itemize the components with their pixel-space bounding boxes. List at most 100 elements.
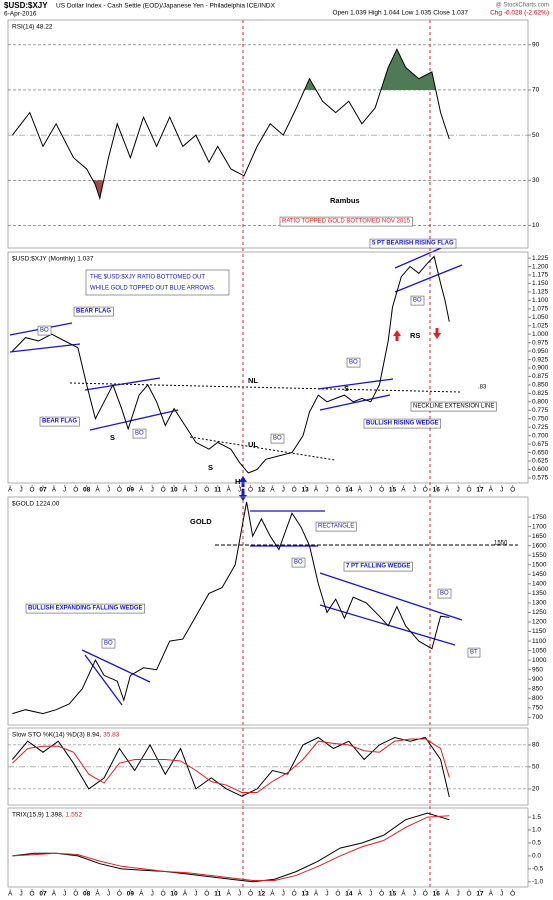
y-tick-label: 1550	[532, 552, 547, 559]
y-tick-label: 50	[532, 764, 540, 771]
x-tick-label: O	[379, 891, 384, 898]
x-tick-label: O	[204, 487, 209, 494]
y-tick-label: 1.075	[532, 306, 549, 313]
x-tick-label: J	[413, 487, 416, 494]
neckline	[189, 436, 336, 461]
x-tick-label: O	[73, 891, 78, 898]
y-tick-label: -0.5	[532, 866, 544, 873]
x-tick-label: 09	[127, 891, 135, 898]
x-tick-label: A	[489, 891, 494, 898]
y-tick-label: 0.575	[532, 475, 549, 482]
y-tick-label: 700	[532, 714, 543, 721]
annotation: BO	[40, 328, 49, 334]
y-tick-label: 0.875	[532, 373, 549, 380]
x-tick-label: 16	[433, 891, 441, 898]
x-tick-label: O	[117, 891, 122, 898]
x-tick-label: O	[423, 891, 428, 898]
x-tick-label: J	[107, 891, 110, 898]
x-tick-label: J	[369, 487, 372, 494]
y-tick-label: 10	[532, 222, 540, 229]
annotation: BO	[135, 431, 144, 437]
x-tick-label: J	[282, 891, 285, 898]
annotation: BULLISH RISING WEDGE	[366, 421, 439, 427]
y-tick-label: 1.225	[532, 255, 549, 262]
panel-label: $GOLD 1224.00	[12, 501, 60, 508]
x-tick-label: A	[227, 487, 232, 494]
x-tick-label: O	[248, 487, 253, 494]
y-tick-label: 1700	[532, 523, 547, 530]
x-tick-label: 11	[214, 487, 221, 494]
panel-label: 35.83	[103, 732, 120, 739]
y-tick-label: 800	[532, 695, 543, 702]
y-tick-label: 1000	[532, 657, 547, 664]
annotation: BO	[294, 560, 303, 566]
x-tick-label: 14	[345, 487, 353, 494]
annotation: BO	[349, 360, 358, 366]
x-tick-label: O	[466, 891, 471, 898]
x-tick-label: A	[227, 891, 232, 898]
y-tick-label: 0.650	[532, 449, 549, 456]
callout-box	[343, 561, 413, 572]
callout-box	[467, 647, 481, 658]
series-line	[12, 501, 450, 715]
y-tick-label: 1350	[532, 590, 547, 597]
x-tick-label: A	[52, 891, 57, 898]
annotation: BO	[273, 436, 282, 442]
y-tick-label: 0.625	[532, 458, 549, 465]
callout-box	[363, 418, 441, 429]
y-tick-label: 1100	[532, 638, 546, 645]
annotation: Rambus	[330, 196, 360, 205]
callout-box	[37, 325, 52, 336]
y-tick-label: 1.5	[532, 814, 541, 821]
trendline	[9, 343, 81, 353]
x-tick-label: O	[161, 487, 166, 494]
x-tick-label: A	[445, 487, 450, 494]
x-tick-label: A	[314, 891, 319, 898]
annotation: UL	[248, 440, 258, 449]
x-tick-label: O	[466, 487, 471, 494]
panel-label: Slow STO %K(14) %D(3) 8.94,	[12, 732, 101, 739]
panel-label: $USD:$XJY (Monthly) 1.037	[12, 256, 94, 263]
y-tick-label: 1.000	[532, 331, 549, 338]
x-tick-label: A	[95, 891, 100, 898]
x-tick-label: 08	[83, 891, 91, 898]
annotation: S	[344, 384, 349, 393]
y-tick-label: 0.800	[532, 399, 549, 406]
y-tick-label: 90	[532, 42, 540, 49]
x-tick-label: J	[325, 487, 328, 494]
x-tick-label: O	[335, 487, 340, 494]
y-tick-label: 1.200	[532, 263, 549, 270]
annotation: BO	[440, 591, 449, 597]
y-tick-label: 0.675	[532, 441, 549, 448]
y-tick-label: 1.150	[532, 280, 549, 287]
x-tick-label: 10	[170, 891, 178, 898]
x-tick-label: J	[19, 487, 22, 494]
annotation: BEAR FLAG	[76, 309, 111, 315]
x-tick-label: O	[248, 891, 253, 898]
quote: Open 1.039 High 1.044 Low 1.035 Close 1.…	[332, 10, 468, 17]
series-line	[12, 738, 450, 793]
x-tick-label: A	[183, 487, 188, 494]
x-tick-label: A	[445, 891, 450, 898]
y-tick-label: 0.950	[532, 348, 549, 355]
x-tick-label: 09	[127, 487, 135, 494]
x-tick-label: J	[63, 891, 66, 898]
y-tick-label: 1600	[532, 542, 547, 549]
y-tick-label: 70	[532, 87, 540, 94]
trendline	[394, 264, 463, 293]
callout-box	[291, 557, 306, 568]
y-tick-label: 0.925	[532, 356, 549, 363]
callout-box	[410, 295, 425, 306]
annotation: BULLISH EXPANDING FALLING WEDGE	[28, 606, 143, 612]
panel-label: RSI(14) 48.22	[12, 24, 53, 31]
panel-frame	[7, 19, 529, 249]
x-tick-label: J	[194, 487, 197, 494]
callout-box	[132, 428, 147, 439]
y-tick-label: 1250	[532, 609, 547, 616]
callout-box	[346, 357, 361, 368]
x-tick-label: A	[401, 487, 406, 494]
annotation: RATIO TOPPED GOLD BOTTOMED NOV 2015	[282, 219, 411, 225]
y-tick-label: 1300	[532, 600, 547, 607]
x-tick-label: 17	[476, 891, 484, 898]
